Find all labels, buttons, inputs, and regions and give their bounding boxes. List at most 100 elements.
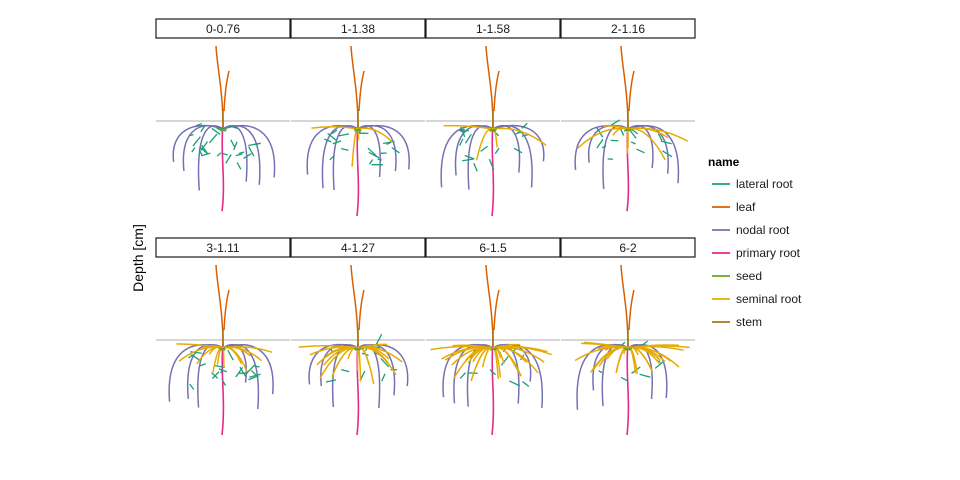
lateral-root xyxy=(596,126,604,138)
lateral-root xyxy=(340,147,349,151)
seminal-root xyxy=(347,346,359,360)
lateral-root xyxy=(246,364,255,374)
nodal-root xyxy=(492,124,545,162)
lateral-root xyxy=(459,129,466,133)
lateral-root xyxy=(216,152,222,157)
leaf xyxy=(620,264,629,347)
seed xyxy=(354,347,363,351)
nodal-root xyxy=(197,125,224,191)
primary-root xyxy=(626,343,630,436)
leaf xyxy=(620,45,629,128)
lateral-root xyxy=(189,383,195,390)
nodal-root xyxy=(602,125,629,190)
strip-label: 1-1.58 xyxy=(476,22,510,36)
primary-root xyxy=(491,124,495,217)
nodal-root xyxy=(306,125,359,175)
leaf xyxy=(215,45,224,128)
lateral-root xyxy=(340,368,350,373)
lateral-root xyxy=(609,119,621,127)
primary-root xyxy=(221,343,225,436)
lateral-root xyxy=(375,333,383,345)
primary-root xyxy=(356,124,360,217)
lateral-root xyxy=(601,144,607,149)
lateral-root xyxy=(381,373,386,382)
lateral-root xyxy=(199,363,206,367)
leaf xyxy=(493,289,500,331)
nodal-root xyxy=(440,125,494,188)
leaf xyxy=(493,70,500,112)
strip-label: 4-1.27 xyxy=(341,241,375,255)
lateral-root xyxy=(480,145,489,152)
lateral-root xyxy=(332,140,342,145)
lateral-root xyxy=(473,162,478,172)
primary-root xyxy=(491,343,495,436)
strip-box xyxy=(560,237,696,258)
seminal-root xyxy=(222,345,273,353)
lateral-root xyxy=(598,369,603,374)
legend-label-lateral-root: lateral root xyxy=(736,177,793,191)
lateral-root xyxy=(243,152,252,160)
leaf xyxy=(628,289,635,331)
lateral-root xyxy=(188,133,194,137)
legend-label-nodal-root: nodal root xyxy=(736,223,790,237)
lateral-root xyxy=(225,154,232,164)
lateral-root xyxy=(235,366,244,378)
lateral-root xyxy=(216,127,223,129)
lateral-root xyxy=(214,364,225,369)
lateral-root xyxy=(494,147,500,155)
lateral-root xyxy=(662,150,673,158)
seminal-root xyxy=(492,343,521,349)
nodal-root xyxy=(222,125,276,178)
leaf xyxy=(223,289,230,331)
seminal-root xyxy=(216,346,224,365)
lateral-root xyxy=(631,366,641,374)
nodal-root xyxy=(308,343,359,385)
lateral-root xyxy=(201,152,211,157)
lateral-root xyxy=(639,373,651,378)
panel-4-1.27: 4-1.27 xyxy=(290,237,426,436)
seminal-root xyxy=(627,127,669,139)
lateral-root xyxy=(248,146,255,157)
lateral-root xyxy=(233,141,238,151)
lateral-root xyxy=(191,147,196,153)
seed xyxy=(489,128,497,132)
lateral-root xyxy=(522,381,530,387)
seminal-root xyxy=(311,126,359,130)
lateral-root xyxy=(221,379,227,386)
panel-0-0.76: 0-0.76 xyxy=(155,18,291,212)
strip-box xyxy=(425,237,561,258)
leaf xyxy=(358,289,365,331)
lateral-root xyxy=(462,158,474,162)
seminal-root xyxy=(222,346,225,368)
seed xyxy=(625,347,633,351)
lateral-root xyxy=(250,370,259,378)
lateral-root xyxy=(236,162,242,170)
strip-label: 6-1.5 xyxy=(479,241,507,255)
nodal-root xyxy=(331,344,359,408)
leaf xyxy=(350,45,359,128)
lateral-root xyxy=(636,148,645,154)
lateral-root xyxy=(201,144,209,155)
lateral-root xyxy=(654,361,663,369)
lateral-root xyxy=(368,159,374,165)
seminal-root xyxy=(618,346,629,361)
lateral-root xyxy=(230,139,236,149)
nodal-root xyxy=(627,344,668,399)
seed xyxy=(490,347,497,351)
legend-label-seed: seed xyxy=(736,269,762,283)
lateral-root xyxy=(229,125,238,130)
leaf xyxy=(350,264,359,347)
nodal-root xyxy=(442,344,494,398)
lateral-root xyxy=(657,133,663,141)
nodal-root xyxy=(627,125,680,184)
lateral-root xyxy=(218,368,228,373)
lateral-root xyxy=(460,128,465,132)
lateral-root xyxy=(640,340,649,347)
lateral-root xyxy=(368,151,380,159)
lateral-root xyxy=(331,129,338,135)
lateral-root xyxy=(211,372,219,379)
lateral-root xyxy=(198,148,203,157)
lateral-root xyxy=(516,131,522,134)
panel-3-1.11: 3-1.11 xyxy=(155,237,291,436)
